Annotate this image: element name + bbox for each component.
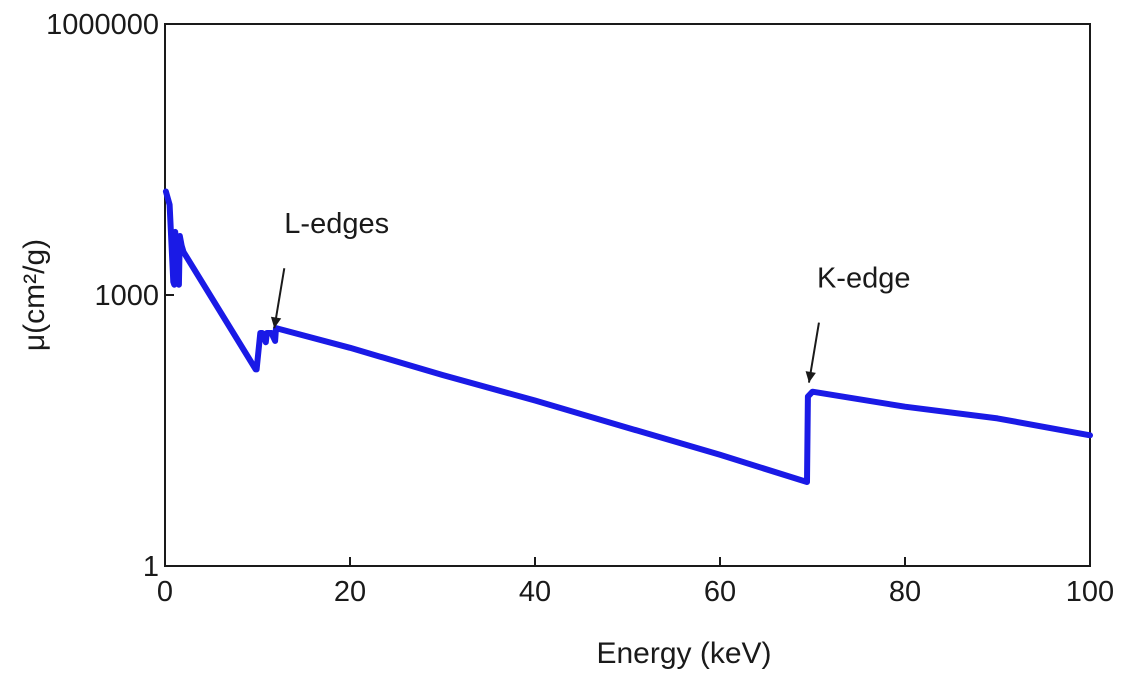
y-tick-label: 1000 bbox=[94, 280, 159, 312]
y-tick-label: 1000000 bbox=[46, 9, 159, 41]
plot-frame bbox=[164, 23, 1091, 567]
series-line bbox=[162, 188, 1093, 485]
annotation-label: L-edges bbox=[284, 208, 389, 240]
x-axis-title: Energy (keV) bbox=[596, 637, 771, 670]
x-tick-label: 80 bbox=[889, 576, 921, 608]
annotation-label: K-edge bbox=[817, 263, 911, 295]
x-tick-label: 60 bbox=[704, 576, 736, 608]
annotations: L-edges K-edge bbox=[270, 208, 911, 383]
axis-ticks bbox=[164, 23, 1091, 567]
x-tick-label: 40 bbox=[519, 576, 551, 608]
x-tick-label: 100 bbox=[1066, 576, 1114, 608]
annotation-arrowhead bbox=[805, 371, 816, 383]
x-tick-label: 20 bbox=[334, 576, 366, 608]
annotation-arrowhead bbox=[270, 316, 282, 329]
y-tick-label: 1 bbox=[143, 551, 159, 583]
y-axis-title: μ(cm²/g) bbox=[18, 239, 51, 351]
tick-labels: 0 20 40 60 80 100 1 1000 1000000 bbox=[46, 9, 1114, 608]
x-tick-label: 0 bbox=[157, 576, 173, 608]
